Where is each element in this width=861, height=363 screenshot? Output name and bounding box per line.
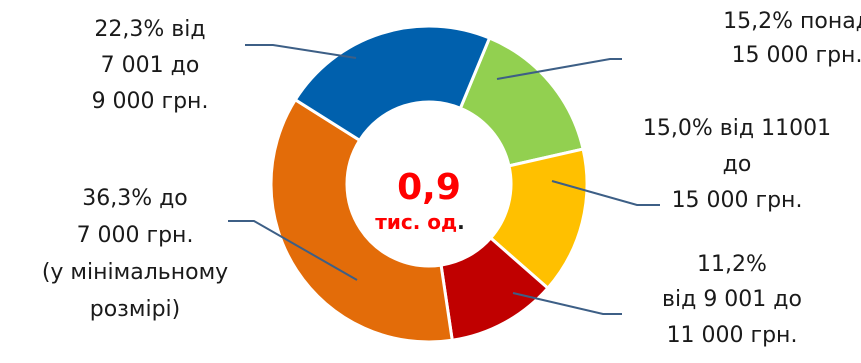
slice-label-3-line-3: розмірі) [90,297,181,322]
donut-slices [269,24,589,344]
slice-label-1-line-0: 15,0% від 11001 [643,116,831,141]
slice-label-3-line-0: 36,3% до [82,186,188,211]
center-total-dot: . [457,210,465,234]
slice-label-1-line-2: 15 000 грн. [672,188,803,213]
leader-lines [228,44,660,315]
leader-line-4 [245,44,357,59]
slice-label-2-line-2: 11 000 грн. [667,323,798,348]
slice-label-4-line-0: 22,3% від [94,17,205,42]
slice-label-1-line-1: до [723,152,752,177]
leader-line-3 [228,220,358,281]
slice-label-3-line-1: 7 000 грн. [77,223,194,248]
center-total-unit: тис. од [375,210,457,234]
leader-line-2 [512,292,622,315]
slice-label-3-line-2: (у мінімальному [42,260,228,285]
slice-label-0-line-1: 15 000 грн. [732,43,861,68]
donut-slice-3 [269,97,454,344]
center-total-value: 0,9 [397,167,461,208]
donut-slice-4 [293,24,492,143]
leader-line-1 [551,180,660,206]
slice-label-2-line-1: від 9 001 до [662,287,802,312]
slice-labels: 15,2% понад 15 000 грн. 15,0% від 11001 до 1… [42,9,861,348]
slice-label-4-line-2: 9 000 грн. [92,89,209,114]
svg-text:тис. од.: тис. од. [375,210,465,234]
leader-line-0 [496,58,622,80]
slice-label-0-line-0: 15,2% понад [723,9,861,34]
slice-label-4-line-1: 7 001 до [101,53,200,78]
slice-label-2-line-0: 11,2% [697,252,767,277]
